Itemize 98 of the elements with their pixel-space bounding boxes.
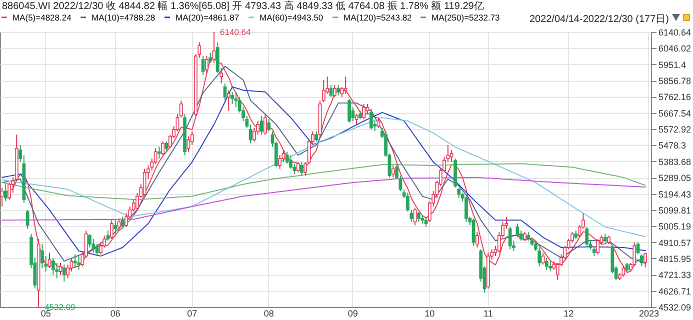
candlestick — [544, 257, 548, 270]
y-tick-label: 5005.19 — [658, 222, 692, 232]
candlestick — [314, 130, 318, 142]
y-tick-label: 4815.95 — [658, 254, 692, 264]
y-tick-label: 5667.54 — [658, 108, 692, 118]
candlestick — [296, 162, 300, 173]
legend-label: MA(20)=4861.87 — [176, 12, 240, 22]
candlestick — [208, 52, 212, 64]
y-tick-label: 5951.4 — [658, 60, 686, 70]
candlestick — [344, 76, 348, 94]
candlestick — [516, 223, 520, 238]
text: 2022/04/14-2022/12/30 (177日) — [529, 12, 669, 26]
candlestick — [464, 196, 468, 222]
y-tick-label: 5383.68 — [658, 156, 692, 167]
legend-label: MA(120)=5243.82 — [344, 12, 412, 22]
x-tick-label: 10 — [424, 308, 435, 318]
candlestick — [476, 232, 479, 248]
y-tick-label: 4532.09 — [658, 302, 692, 312]
candlestick — [596, 238, 600, 255]
y-tick-label: 4910.57 — [658, 238, 692, 248]
candlestick — [73, 254, 77, 269]
y-tick-label: 4721.33 — [658, 270, 692, 280]
candlestick — [640, 254, 644, 267]
candlestick — [55, 262, 59, 279]
candlestick — [417, 211, 420, 222]
candlestick — [58, 262, 62, 276]
y-tick-label: 5194.43 — [658, 189, 692, 200]
y-tick-label: 5762.16 — [658, 92, 692, 102]
x-tick-label: 12 — [564, 308, 574, 318]
y-tick-label: 5572.92 — [658, 124, 692, 135]
candlestick — [226, 90, 230, 112]
candlestick — [644, 252, 648, 268]
candlestick — [376, 117, 380, 128]
candlestick — [548, 260, 552, 272]
candlestick — [230, 91, 234, 104]
y-tick-label: 6140.64 — [658, 28, 692, 38]
candlestick — [4, 184, 8, 202]
y-tick-label: 5099.81 — [658, 205, 692, 216]
candlestick — [186, 136, 190, 152]
legend-label: MA(250)=5232.73 — [432, 12, 500, 22]
candlestick — [40, 244, 44, 269]
candlestick — [110, 220, 114, 240]
x-tick-label: 2023 — [638, 308, 660, 318]
x-tick-label: 07 — [187, 308, 198, 318]
x-tick-label: 11 — [483, 308, 493, 318]
candlestick — [300, 162, 304, 176]
candlestick — [362, 103, 366, 120]
candlestick — [264, 114, 267, 136]
candlestick — [585, 226, 589, 246]
candlestick — [216, 42, 220, 74]
candlestick — [370, 108, 373, 130]
candlestick — [391, 164, 395, 178]
x-tick-label: 06 — [110, 308, 120, 318]
legend-label: MA(5)=4828.24 — [12, 12, 72, 22]
candlestick — [48, 252, 52, 269]
candlestick — [205, 56, 208, 74]
annotation: 6140.64 — [220, 27, 252, 37]
candlestick — [329, 84, 333, 98]
candlestick — [508, 226, 512, 250]
candlestick — [413, 208, 417, 226]
candlestick — [223, 82, 227, 101]
candlestick — [332, 84, 336, 98]
candlestick — [212, 32, 216, 64]
y-tick-label: 4626.71 — [658, 286, 692, 296]
candlestick — [201, 56, 205, 76]
chart-title: 886045.WI 2022/12/30 收 4844.82 幅 1.36%[65.08] 开 4793.43 高 4849.33 低 4764.08 振 1.78% 额 119.29亿 — [1, 0, 485, 13]
candlestick — [636, 242, 640, 255]
candlestick — [267, 118, 271, 132]
x-tick-label: 08 — [264, 308, 274, 318]
candlestick — [62, 264, 66, 282]
candlestick — [457, 187, 461, 198]
candlestick — [260, 115, 264, 136]
candlestick — [336, 84, 340, 96]
x-tick-label: 09 — [348, 308, 358, 318]
y-tick-label: 6046.02 — [658, 44, 692, 54]
candlestick — [161, 141, 165, 156]
candlestick — [88, 233, 92, 248]
y-tick-label: 5478.3 — [658, 140, 686, 151]
candlestick — [114, 220, 117, 234]
candlestick — [348, 98, 351, 124]
y-tick-label: 5289.05 — [658, 173, 692, 184]
candlestick — [472, 218, 476, 246]
candlestick — [106, 230, 110, 242]
legend-label: MA(60)=4943.50 — [260, 12, 324, 22]
candlestick — [622, 266, 626, 278]
candlestick — [158, 146, 161, 160]
legend-label: MA(10)=4788.28 — [92, 12, 156, 22]
candlestick — [541, 252, 545, 266]
candlestick — [52, 257, 55, 276]
candlestick — [142, 168, 146, 197]
candlestick — [92, 238, 96, 254]
candlestick — [220, 68, 224, 84]
candlestick — [77, 256, 80, 270]
y-tick-label: 5856.78 — [658, 76, 692, 86]
candlestick — [164, 141, 168, 152]
candlestick — [120, 216, 124, 230]
candlestick — [26, 209, 30, 230]
candlestick — [117, 218, 121, 231]
